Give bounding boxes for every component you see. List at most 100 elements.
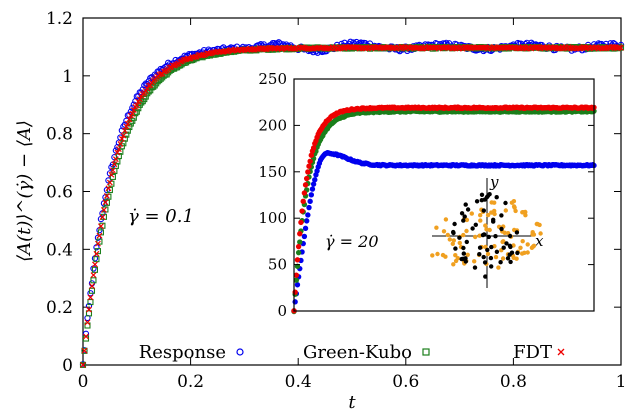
x-tick-label: 0.6 bbox=[392, 372, 419, 392]
point bbox=[111, 161, 118, 168]
particle bbox=[472, 259, 477, 264]
point bbox=[88, 287, 96, 294]
point bbox=[81, 347, 88, 354]
point bbox=[160, 68, 167, 75]
inset-y-tick-label: 200 bbox=[258, 116, 287, 134]
particle bbox=[465, 207, 471, 212]
point bbox=[303, 218, 310, 224]
particle bbox=[505, 256, 511, 261]
point bbox=[93, 256, 100, 263]
particle bbox=[482, 260, 488, 265]
particle bbox=[451, 230, 456, 236]
particle bbox=[525, 250, 530, 255]
particle bbox=[488, 255, 494, 261]
point bbox=[306, 204, 312, 211]
particle bbox=[461, 251, 466, 256]
particle bbox=[493, 234, 498, 239]
point bbox=[115, 146, 122, 153]
particle bbox=[507, 233, 513, 239]
particle bbox=[535, 221, 540, 227]
point bbox=[89, 283, 95, 290]
particle bbox=[511, 255, 516, 260]
particle bbox=[503, 208, 508, 213]
legend-label-green-kubo: Green-Kubo bbox=[303, 342, 412, 363]
point bbox=[522, 45, 529, 52]
point bbox=[130, 107, 137, 114]
particle bbox=[457, 235, 462, 240]
particle bbox=[498, 260, 503, 265]
particle bbox=[530, 230, 535, 235]
particle bbox=[463, 256, 468, 261]
point bbox=[295, 243, 302, 250]
point bbox=[87, 294, 94, 301]
particle bbox=[486, 234, 491, 240]
particle bbox=[473, 222, 478, 227]
point bbox=[83, 333, 89, 340]
particle bbox=[443, 254, 448, 259]
particle bbox=[489, 200, 494, 205]
particle bbox=[477, 252, 482, 257]
point bbox=[334, 45, 340, 52]
point bbox=[102, 199, 109, 206]
point bbox=[295, 249, 302, 256]
point bbox=[88, 280, 96, 287]
point bbox=[85, 310, 93, 317]
particle bbox=[494, 195, 499, 200]
point bbox=[293, 272, 300, 278]
particle bbox=[525, 242, 530, 247]
particle bbox=[523, 213, 528, 218]
particle bbox=[472, 265, 478, 270]
point bbox=[308, 192, 315, 198]
point bbox=[310, 181, 317, 187]
point bbox=[207, 50, 213, 57]
point bbox=[301, 233, 308, 240]
particle bbox=[477, 233, 482, 238]
particle bbox=[479, 192, 485, 197]
particle bbox=[450, 241, 455, 246]
x-tick-label: 1 bbox=[616, 372, 627, 392]
point bbox=[96, 238, 103, 245]
point bbox=[298, 219, 304, 226]
point bbox=[592, 44, 599, 51]
point bbox=[109, 167, 116, 174]
point bbox=[208, 50, 215, 57]
inset-y-tick-label: 250 bbox=[258, 70, 287, 88]
particle bbox=[465, 252, 470, 257]
particle bbox=[473, 234, 478, 240]
particle bbox=[485, 193, 491, 199]
particle bbox=[509, 200, 515, 205]
point bbox=[117, 140, 124, 147]
point bbox=[293, 277, 300, 283]
x-tick-label: 0.2 bbox=[177, 372, 204, 392]
particle bbox=[459, 256, 464, 262]
point bbox=[294, 282, 301, 288]
point bbox=[299, 208, 305, 214]
point bbox=[99, 214, 106, 221]
point bbox=[136, 96, 143, 103]
particle bbox=[489, 244, 494, 250]
inset-series-fdt bbox=[291, 104, 597, 314]
sketch-particles bbox=[430, 192, 543, 279]
point bbox=[90, 272, 97, 278]
y-tick-label: 0 bbox=[62, 356, 73, 376]
point bbox=[618, 44, 624, 51]
particle bbox=[445, 232, 450, 238]
point bbox=[305, 169, 311, 175]
inset-y-tick-label: 100 bbox=[258, 209, 287, 227]
point bbox=[516, 45, 523, 52]
particle bbox=[493, 254, 499, 260]
point bbox=[87, 298, 94, 306]
particle bbox=[482, 232, 487, 237]
particle bbox=[504, 241, 509, 246]
particle bbox=[477, 245, 483, 250]
particle bbox=[483, 223, 488, 228]
particle bbox=[513, 208, 518, 214]
point bbox=[307, 198, 313, 205]
particle bbox=[514, 230, 520, 235]
legend-label-fdt: FDT bbox=[513, 342, 552, 363]
point bbox=[297, 239, 303, 245]
x-tick-label: 0 bbox=[78, 372, 89, 392]
particle bbox=[478, 218, 483, 223]
particle bbox=[479, 198, 484, 203]
